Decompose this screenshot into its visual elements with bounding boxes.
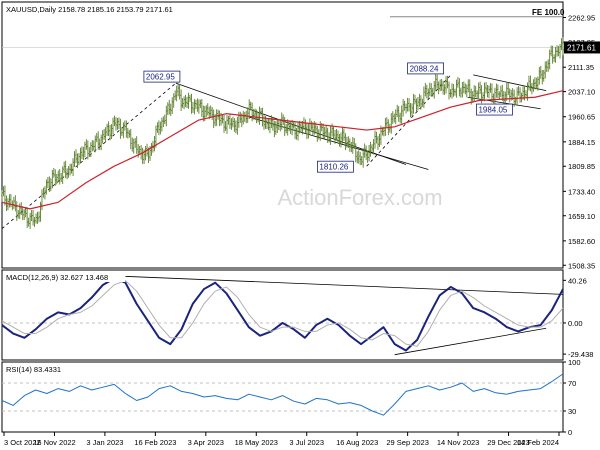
x-tick-label: 29 Dec 2023	[487, 438, 530, 447]
x-tick-label: 14 Feb 2024	[517, 438, 559, 447]
annotation-box	[476, 103, 513, 116]
price-y-tick-label: 2111.35	[568, 63, 594, 72]
rsi-panel: 100 70 30 0 RSI(14) 83.4331	[1, 358, 581, 437]
price-header: XAUUSD,Daily 2158.78 2185.16 2153.79 217…	[6, 5, 173, 14]
macd-header: MACD(12,26,9) 32.627 13.468	[6, 273, 108, 282]
macd-frame	[1, 269, 564, 361]
x-tick-label: 16 Feb 2023	[134, 438, 176, 447]
price-y-tick-label: 2037.10	[568, 88, 595, 97]
x-tick-label: 16 Nov 2022	[33, 438, 76, 447]
x-tick-label: 16 Aug 2023	[336, 438, 378, 447]
last-price-box	[564, 41, 600, 54]
price-header-bg	[3, 3, 203, 14]
x-tick-label: 14 Nov 2023	[437, 438, 480, 447]
last-price-label: 2171.61	[567, 43, 596, 52]
rsi-frame	[1, 361, 564, 433]
x-tick-label: 3 Jan 2023	[86, 438, 123, 447]
price-y-tick-label: 2262.95	[568, 13, 595, 22]
x-tick-label: 29 Sep 2023	[386, 438, 429, 447]
annotation-box	[143, 70, 181, 83]
x-tick-label: 3 Apr 2023	[188, 438, 224, 447]
price-series-line	[1, 90, 564, 210]
rsi-y-tick-label: 70	[568, 379, 576, 388]
annotation-label: 2088.24	[410, 64, 439, 73]
price-y-tick-label: 1659.10	[568, 212, 595, 221]
rsi-y-tick-label: 100	[568, 358, 581, 367]
x-tick-label: 3 Jul 2023	[289, 438, 324, 447]
price-trendline	[366, 74, 452, 167]
macd-y-tick-label: 0.00	[568, 319, 583, 328]
price-y-tick-label: 1884.15	[568, 138, 595, 147]
rsi-header: RSI(14) 83.4331	[6, 365, 61, 374]
price-panel: 2262.952187.852111.352037.101960.651884.…	[1, 1, 600, 270]
macd-y-tick-label: -29.438	[568, 350, 593, 359]
annotation-box	[317, 160, 354, 173]
annotation-label: 1810.26	[319, 163, 348, 172]
fe-level-label: FE 100.0	[532, 8, 565, 17]
price-y-tick-label: 1508.35	[568, 261, 595, 270]
macd-series-line	[1, 280, 564, 347]
macd-header-bg	[3, 271, 126, 282]
annotation-label: 1984.05	[478, 106, 507, 115]
price-y-tick-label: 1733.40	[568, 187, 595, 196]
price-y-tick-label: 1582.60	[568, 237, 595, 246]
x-tick-label: 18 May 2023	[235, 438, 278, 447]
rsi-header-bg	[3, 363, 74, 374]
rsi-y-tick-label: 0	[568, 428, 572, 437]
rsi-series-line	[1, 373, 564, 416]
annotation-box	[407, 62, 444, 75]
x-tick-label: 3 Oct 2022	[4, 438, 41, 447]
macd-y-tick-label: 40.26	[568, 276, 587, 285]
macd-trendline	[125, 275, 564, 295]
price-frame	[1, 1, 564, 269]
rsi-y-tick-label: 30	[568, 407, 576, 416]
price-y-tick-label: 1809.85	[568, 162, 595, 171]
price-y-tick-label: 1960.65	[568, 113, 595, 122]
annotation-label: 2062.95	[146, 73, 175, 82]
watermark: ActionForex.com	[277, 185, 442, 210]
price-trendline	[1, 82, 177, 229]
macd-trendline	[394, 327, 547, 356]
macd-series-line	[1, 277, 564, 352]
macd-panel: 40.26 0.00 -29.438 MACD(12,26,9) 32.627 13.…	[1, 269, 593, 361]
price-trendline	[473, 74, 547, 92]
